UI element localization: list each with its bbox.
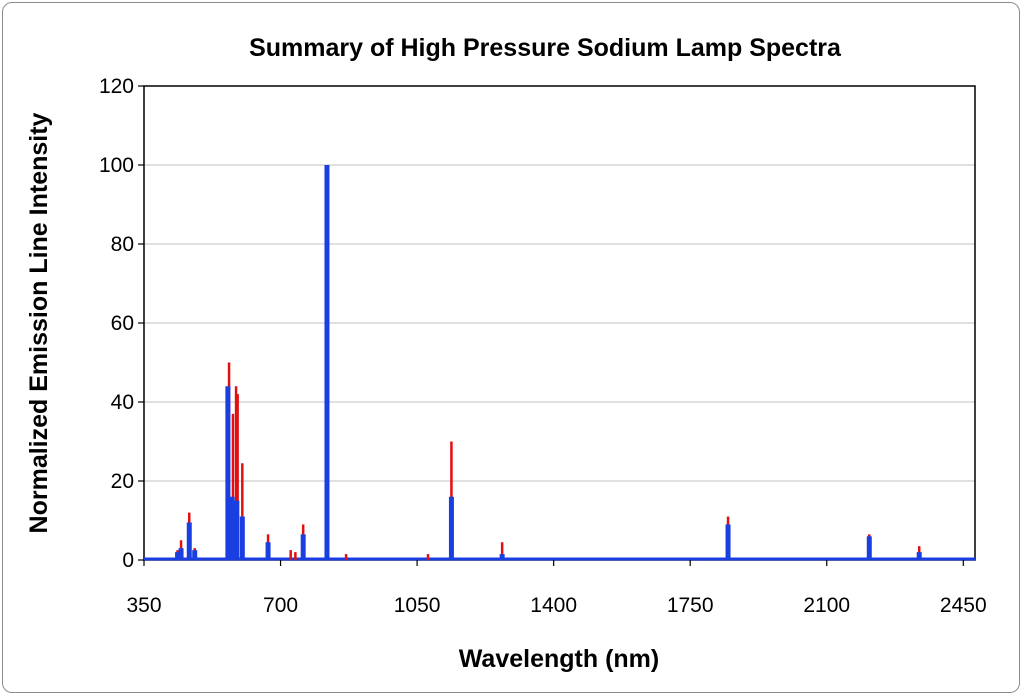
y-axis-label: Normalized Emission Line Intensity [25,112,53,533]
x-tick-label: 350 [126,594,161,617]
y-tick-label: 20 [111,470,134,493]
x-axis-label: Wavelength (nm) [459,645,659,673]
x-tick-label: 1050 [394,594,441,617]
y-tick-label: 80 [111,233,134,256]
y-tick-label: 100 [99,154,134,177]
data-series [144,165,975,561]
x-tick-label: 700 [263,594,298,617]
chart-title: Summary of High Pressure Sodium Lamp Spe… [249,34,842,62]
x-tick-label: 2450 [940,594,987,617]
series-1 [176,165,921,560]
x-tick-label: 1400 [530,594,577,617]
y-tick-label: 120 [99,75,134,98]
y-axis-ticks: 0 20 40 60 80 100 120 [99,75,144,572]
gridlines [144,164,975,482]
x-tick-label: 1750 [667,594,714,617]
y-tick-label: 60 [111,312,134,335]
y-tick-label: 40 [111,391,134,414]
series-2 [175,165,922,560]
y-tick-label: 0 [122,549,134,572]
x-axis-ticks: 350 700 1050 1400 1750 2100 2450 [126,560,987,617]
x-tick-label: 2100 [803,594,850,617]
